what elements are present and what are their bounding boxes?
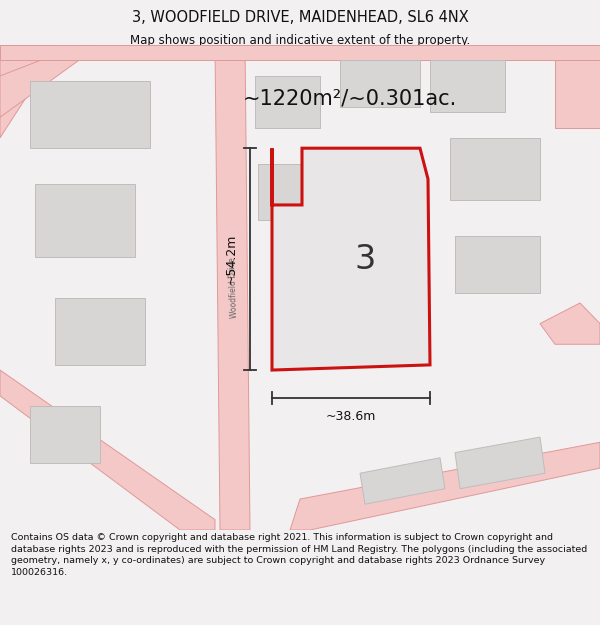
Polygon shape xyxy=(0,45,100,118)
Polygon shape xyxy=(555,45,600,128)
Bar xyxy=(340,61,420,107)
Polygon shape xyxy=(0,370,215,530)
Polygon shape xyxy=(215,45,250,530)
Bar xyxy=(30,406,100,463)
Bar xyxy=(455,236,540,292)
Bar xyxy=(30,81,150,148)
Polygon shape xyxy=(0,45,60,138)
Bar xyxy=(35,184,135,256)
Polygon shape xyxy=(272,148,430,370)
Polygon shape xyxy=(455,437,545,489)
Bar xyxy=(430,61,505,112)
Bar xyxy=(258,164,318,221)
Polygon shape xyxy=(0,45,600,61)
Bar xyxy=(450,138,540,200)
Bar xyxy=(255,76,320,128)
Text: ~1220m²/~0.301ac.: ~1220m²/~0.301ac. xyxy=(243,89,457,109)
Text: Woodfield Drive: Woodfield Drive xyxy=(227,257,239,318)
Bar xyxy=(55,298,145,365)
Text: 3, WOODFIELD DRIVE, MAIDENHEAD, SL6 4NX: 3, WOODFIELD DRIVE, MAIDENHEAD, SL6 4NX xyxy=(131,10,469,25)
Text: Contains OS data © Crown copyright and database right 2021. This information is : Contains OS data © Crown copyright and d… xyxy=(11,533,587,578)
Text: ~38.6m: ~38.6m xyxy=(326,410,376,423)
Text: Map shows position and indicative extent of the property.: Map shows position and indicative extent… xyxy=(130,34,470,47)
Text: ~54.2m: ~54.2m xyxy=(225,234,238,284)
Text: 3: 3 xyxy=(355,243,376,276)
Polygon shape xyxy=(290,442,600,530)
Polygon shape xyxy=(360,458,445,504)
Polygon shape xyxy=(540,303,600,344)
